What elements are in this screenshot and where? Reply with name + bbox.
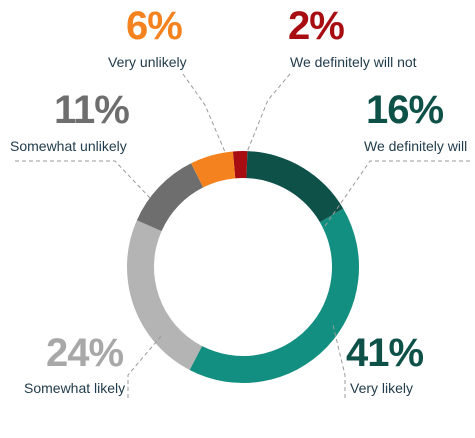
slice-value-label-we-definitely-will: 16% bbox=[366, 88, 444, 132]
slice-value-label-somewhat-unlikely: 11% bbox=[54, 88, 130, 132]
slice-name-label-somewhat-likely: Somewhat likely bbox=[24, 380, 126, 396]
slice-name-label-somewhat-unlikely: Somewhat unlikely bbox=[10, 138, 127, 154]
connector-somewhat-unlikely bbox=[15, 160, 151, 199]
connector-we-definitely-will bbox=[324, 160, 470, 227]
slice-value-label-very-likely: 41% bbox=[346, 331, 424, 375]
connector-we-definitely-will-not bbox=[246, 73, 291, 153]
slice-name-label-very-unlikely: Very unlikely bbox=[108, 54, 187, 70]
donut-slice-somewhat-likely bbox=[127, 220, 203, 370]
donut-slice-we-definitely-will-not bbox=[232, 151, 248, 179]
donut-slice-very-likely bbox=[189, 208, 359, 383]
donut-slice-we-definitely-will bbox=[246, 151, 344, 223]
connector-somewhat-likely bbox=[127, 334, 163, 398]
slice-name-label-very-likely: Very likely bbox=[350, 380, 414, 396]
donut-slice-somewhat-unlikely bbox=[136, 163, 204, 232]
slice-value-label-very-unlikely: 6% bbox=[126, 4, 183, 48]
slice-value-label-somewhat-likely: 24% bbox=[46, 331, 124, 375]
slice-name-label-we-definitely-will: We definitely will bbox=[364, 138, 468, 154]
slice-name-label-we-definitely-will-not: We definitely will not bbox=[290, 54, 417, 70]
connector-very-unlikely bbox=[182, 73, 226, 153]
connector-very-likely bbox=[332, 324, 346, 398]
slice-value-label-we-definitely-will-not: 2% bbox=[288, 4, 345, 48]
donut-slice-very-unlikely bbox=[191, 151, 236, 188]
